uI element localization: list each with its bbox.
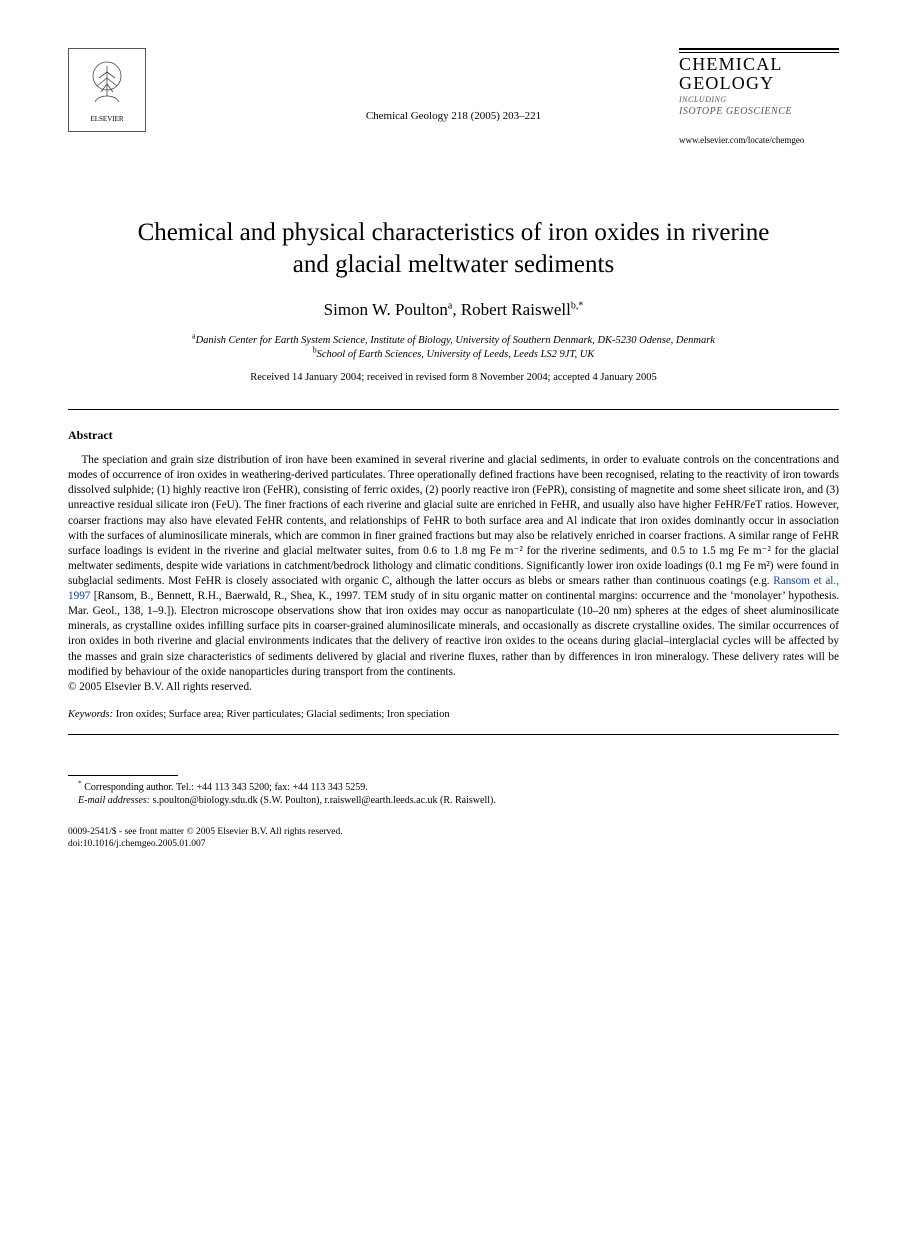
article-title: Chemical and physical characteristics of… [68,217,839,282]
affiliations: aDanish Center for Earth System Science,… [68,334,839,362]
bottom-matter: 0009-2541/$ - see front matter © 2005 El… [68,826,839,851]
abstract-text-a: The speciation and grain size distributi… [68,454,839,587]
abstract-heading: Abstract [68,428,839,443]
affiliation-b: School of Earth Sciences, University of … [317,349,595,360]
affiliation-a: Danish Center for Earth System Science, … [196,335,715,346]
footnote-rule [68,775,178,776]
author-1-sup: a [448,300,452,311]
keywords-label: Keywords: [68,709,113,720]
elsevier-tree-icon [83,58,131,115]
email-2: r.raiswell@earth.leeds.ac.uk (R. Raiswel… [324,795,495,806]
title-line-1: Chemical and physical characteristics of… [138,219,770,246]
journal-brand-box: CHEMICAL GEOLOGY INCLUDING ISOTOPE GEOSC… [679,48,839,145]
keywords-text: Iron oxides; Surface area; River particu… [113,709,449,720]
abstract-body: The speciation and grain size distributi… [68,453,839,695]
authors-line: Simon W. Poultona, Robert Raiswellb,* [68,300,839,320]
doi-line: doi:10.1016/j.chemgeo.2005.01.007 [68,838,839,850]
email-footnote: E-mail addresses: s.poulton@biology.sdu.… [68,794,839,808]
author-1: Simon W. Poulton [324,300,448,319]
email-1: s.poulton@biology.sdu.dk (S.W. Poulton), [150,795,324,806]
citation-line: Chemical Geology 218 (2005) 203–221 [0,110,907,122]
keywords-line: Keywords: Iron oxides; Surface area; Riv… [68,709,839,720]
copyright-line: © 2005 Elsevier B.V. All rights reserved… [68,680,839,695]
corresponding-footnote: * Corresponding author. Tel.: +44 113 34… [68,781,839,795]
header-row: ELSEVIER CHEMICAL GEOLOGY INCLUDING ISOT… [68,48,839,145]
email-label: E-mail addresses: [78,795,150,806]
title-line-2: and glacial meltwater sediments [293,251,614,278]
history-dates: Received 14 January 2004; received in re… [68,372,839,383]
corr-text: Corresponding author. Tel.: +44 113 343 … [82,782,368,793]
journal-name: CHEMICAL GEOLOGY [679,55,839,93]
footnotes: * Corresponding author. Tel.: +44 113 34… [68,781,839,808]
section-rule-bottom [68,734,839,735]
brand-rule [679,48,839,53]
journal-sub1: INCLUDING [679,95,839,104]
corr-symbol: * [578,300,583,311]
abstract-text-b: [Ransom, B., Bennett, R.H., Baerwald, R.… [68,590,839,678]
section-rule-top [68,409,839,410]
author-2: Robert Raiswell [461,300,571,319]
issn-line: 0009-2541/$ - see front matter © 2005 El… [68,826,839,838]
journal-url[interactable]: www.elsevier.com/locate/chemgeo [679,135,839,145]
